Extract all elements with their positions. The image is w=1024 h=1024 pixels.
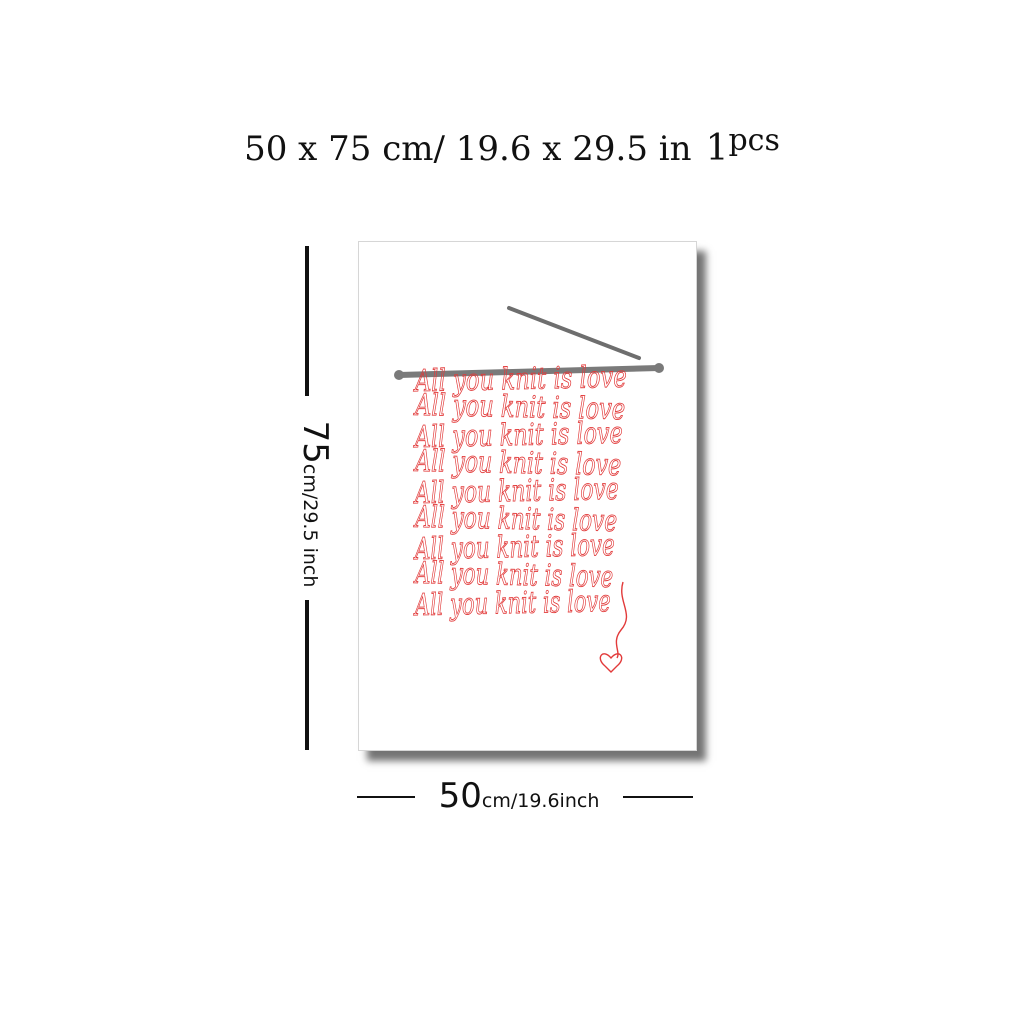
knit-text-line: All you knit is love <box>412 528 615 567</box>
height-dimension-line-bottom <box>305 600 309 750</box>
knit-text-line: All you knit is love <box>412 360 627 399</box>
knit-text-line: All you knit is love <box>412 416 623 455</box>
knit-text-line: All you knit is love <box>413 500 618 539</box>
width-dimension-line-left <box>357 796 415 798</box>
quantity-value: 1 <box>705 128 729 169</box>
width-dimension-line-right <box>623 796 693 798</box>
knitting-needle-icon <box>394 306 664 380</box>
yarn-tail <box>599 581 628 673</box>
poster-canvas: All you knit is love All you knit is love… <box>358 241 697 751</box>
width-unit: cm/19.6inch <box>481 790 600 812</box>
knit-text-line: All you knit is love <box>413 556 614 595</box>
width-value: 50 <box>438 776 482 816</box>
knit-text-line: All you knit is love <box>412 584 611 623</box>
height-dimension-label: 75cm/29.5 inch <box>295 389 335 619</box>
knit-text-line: All you knit is love <box>413 388 626 427</box>
knit-text-line: All you knit is love <box>413 444 622 483</box>
size-title-text: 50 x 75 cm/ 19.6 x 29.5 in <box>244 129 692 169</box>
quantity-unit: pcs <box>728 123 780 158</box>
size-title: 50 x 75 cm/ 19.6 x 29.5 in 1pcs <box>0 123 1024 169</box>
knit-text-line: All you knit is love <box>412 472 619 511</box>
height-value: 75 <box>295 420 335 464</box>
height-unit: cm/29.5 inch <box>299 463 321 588</box>
heart-icon <box>599 653 623 673</box>
height-dimension-line-top <box>305 246 309 396</box>
width-dimension-label: 50cm/19.6inch <box>415 774 623 818</box>
